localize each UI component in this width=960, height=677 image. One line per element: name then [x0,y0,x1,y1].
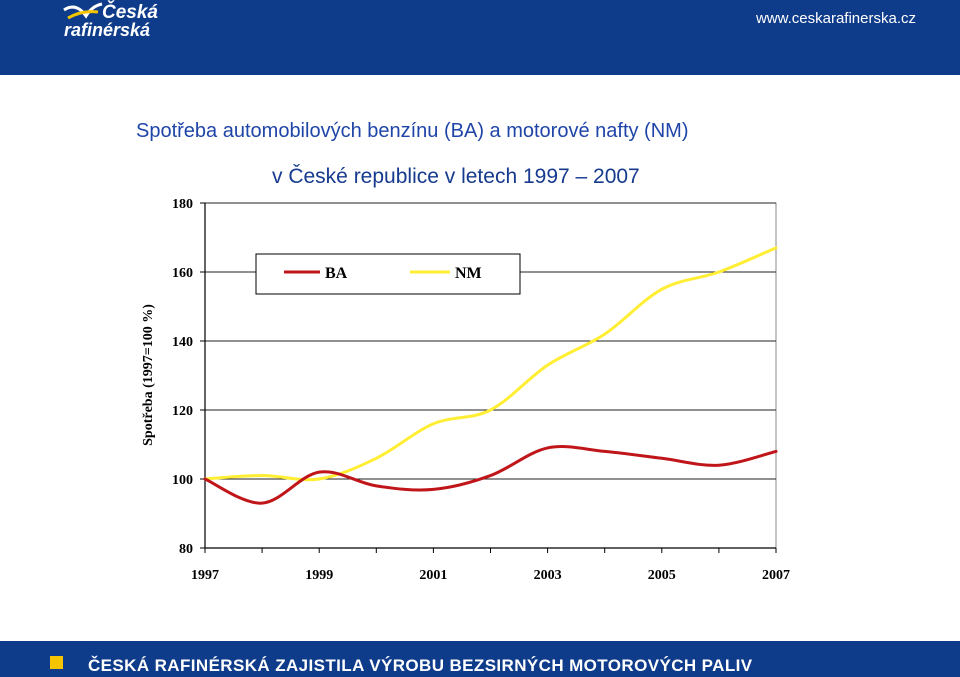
y-tick-label: 180 [172,197,193,212]
series-lines [203,246,778,505]
company-logo: Česká rafinérská [62,2,172,42]
legend-label-ba: BA [325,265,348,282]
x-tick-label: 1999 [305,568,333,583]
footer-bullet-icon [50,656,63,669]
logo-text-line1: Česká [102,2,158,23]
y-tick-label: 160 [172,266,193,281]
x-tick-label: 2001 [419,568,447,583]
x-tick-label: 2007 [762,568,790,583]
chart-title-line1: Spotřeba automobilových benzínu (BA) a m… [136,120,689,142]
x-tick-label: 2003 [534,568,562,583]
y-tick-label: 100 [172,473,193,488]
legend-label-nm: NM [455,265,482,282]
series-line-ba [203,445,778,505]
logo-text-line2: rafinérská [64,20,151,40]
footer-slogan: ČESKÁ RAFINÉRSKÁ ZAJISTILA VÝROBU BEZSIR… [88,656,753,675]
chart-title-line2: v České republice v letech 1997 – 2007 [272,165,640,188]
y-axis-label: Spotřeba (1997=100 %) [141,304,156,446]
x-tick-label: 2005 [648,568,676,583]
footer-bar: ČESKÁ RAFINÉRSKÁ ZAJISTILA VÝROBU BEZSIR… [0,641,960,677]
y-tick-label: 120 [172,404,193,419]
y-tick-label: 140 [172,335,193,350]
header-bar: Česká rafinérská www.ceskarafinerska.cz [0,0,960,75]
x-tick-label: 1997 [191,568,219,583]
consumption-line-chart: 80 100 120 140 160 180 1997 1999 2001 2003 2005 200… [141,197,790,583]
website-url[interactable]: www.ceskarafinerska.cz [755,10,916,27]
logo-swoosh-icon [63,2,103,20]
series-line-nm [203,246,778,482]
axes: 80 100 120 140 160 180 1997 1999 2001 2003 2005 200… [172,197,790,583]
legend: BA NM [255,253,521,295]
legend-box [255,253,521,295]
y-tick-label: 80 [179,542,193,557]
